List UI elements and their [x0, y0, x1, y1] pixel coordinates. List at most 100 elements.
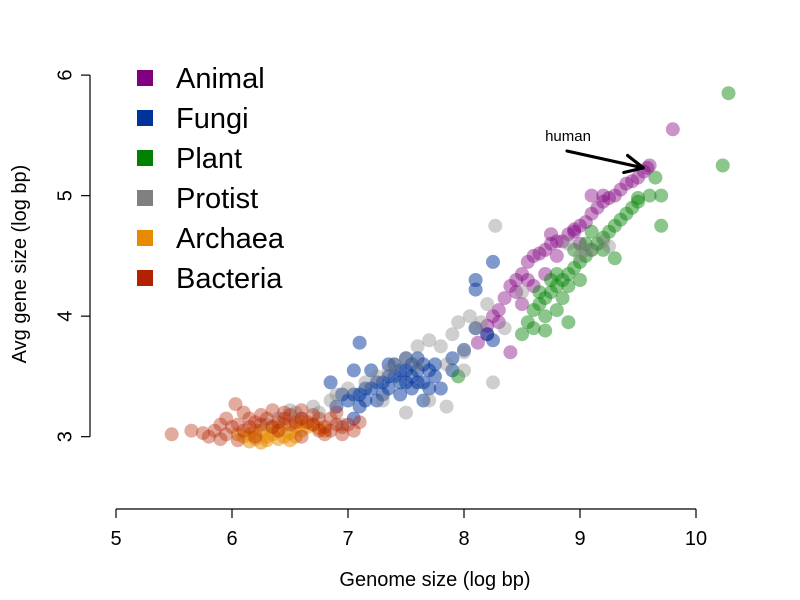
data-point	[549, 303, 564, 318]
y-tick-label: 6	[54, 70, 76, 81]
data-point	[515, 267, 529, 281]
data-point	[410, 357, 425, 372]
data-point	[399, 405, 413, 420]
data-point	[370, 369, 384, 384]
data-point	[335, 387, 350, 402]
data-point	[196, 426, 210, 441]
data-point	[277, 405, 292, 420]
annotation-label: human	[545, 128, 591, 145]
data-point	[271, 432, 286, 447]
x-tick-label: 9	[574, 528, 585, 550]
x-tick-label: 6	[226, 528, 237, 550]
data-point	[573, 273, 587, 287]
data-point	[596, 194, 611, 209]
data-point	[283, 408, 297, 422]
legend-item-plant: Plant	[137, 143, 242, 175]
data-point	[561, 315, 576, 330]
data-point	[399, 351, 413, 366]
data-point	[578, 236, 593, 251]
data-point	[468, 282, 483, 297]
legend-label: Archaea	[176, 223, 285, 255]
data-point	[381, 363, 396, 378]
data-point	[526, 303, 541, 318]
data-point	[596, 242, 611, 257]
data-point	[317, 427, 332, 442]
data-point	[335, 420, 350, 434]
data-point	[486, 254, 500, 269]
series-protist	[259, 218, 616, 432]
data-point	[520, 254, 535, 269]
data-point	[323, 423, 338, 438]
data-point	[201, 429, 216, 444]
data-point	[470, 335, 485, 350]
legend-swatch	[137, 190, 153, 206]
legend-swatch	[137, 270, 153, 286]
data-point	[631, 191, 645, 205]
y-axis-title: Avg gene size (log bp)	[9, 165, 31, 364]
data-point	[451, 369, 466, 384]
data-point	[567, 242, 582, 257]
series-fungi	[323, 254, 500, 426]
data-point	[590, 236, 605, 251]
legend-label: Animal	[176, 63, 265, 95]
data-point	[219, 427, 234, 442]
data-point	[283, 403, 297, 418]
data-point	[573, 248, 587, 263]
y-tick-label: 5	[54, 190, 76, 201]
data-point	[312, 423, 326, 438]
data-point	[207, 423, 222, 438]
data-point	[544, 236, 558, 251]
data-point	[549, 234, 564, 249]
data-point	[538, 242, 553, 257]
x-tick-label: 5	[110, 528, 121, 550]
data-point	[515, 327, 529, 342]
data-point	[721, 86, 736, 101]
data-point	[254, 435, 268, 450]
data-point	[433, 339, 448, 354]
data-point	[573, 218, 587, 233]
data-point	[265, 420, 280, 434]
data-point	[288, 415, 303, 430]
legend-swatch	[137, 230, 153, 246]
data-point	[526, 279, 541, 293]
legend-item-archaea: Archaea	[137, 223, 285, 255]
annotations: human	[545, 128, 645, 175]
data-point	[555, 234, 570, 249]
data-point	[567, 222, 582, 237]
data-point	[294, 403, 309, 418]
data-point	[715, 158, 730, 173]
data-point	[230, 417, 245, 432]
data-point	[445, 351, 460, 366]
data-point	[584, 242, 599, 257]
x-axis-title: Genome size (log bp)	[339, 569, 530, 591]
data-point	[480, 327, 495, 342]
data-point	[254, 408, 268, 422]
data-point	[352, 415, 367, 430]
data-point	[445, 327, 460, 342]
data-point	[654, 218, 669, 233]
data-point	[329, 387, 344, 402]
data-point	[457, 342, 471, 357]
data-point	[642, 158, 657, 173]
data-point	[578, 248, 593, 263]
data-point	[294, 415, 309, 430]
data-point	[164, 427, 179, 442]
y-tick-label: 4	[54, 311, 76, 322]
data-point	[509, 273, 524, 287]
data-point	[590, 200, 605, 215]
data-point	[468, 321, 483, 336]
data-point	[306, 408, 321, 422]
data-point	[584, 242, 599, 257]
legend-swatch	[137, 150, 153, 166]
data-point	[228, 397, 243, 412]
data-point	[491, 303, 506, 318]
data-point	[544, 273, 558, 287]
data-point	[555, 273, 570, 287]
data-point	[428, 357, 442, 372]
data-point	[428, 369, 442, 384]
data-point	[602, 239, 616, 254]
data-point	[561, 236, 576, 251]
data-point	[526, 248, 541, 263]
data-point	[422, 381, 437, 396]
data-point	[538, 267, 553, 281]
